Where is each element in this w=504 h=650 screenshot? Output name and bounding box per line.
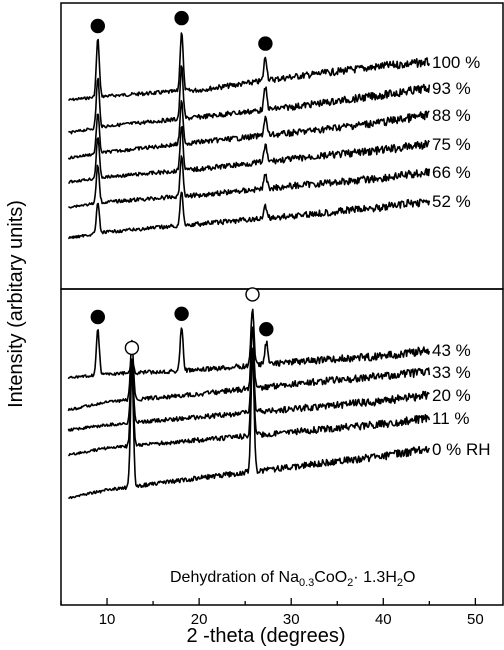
- x-tick-label: 30: [283, 611, 300, 628]
- filled-peak-marker: [174, 306, 189, 321]
- x-tick-label: 20: [191, 611, 208, 628]
- trace-top-5: [67, 191, 431, 240]
- series-label: 75 %: [432, 135, 471, 154]
- trace-bottom-1: [67, 326, 431, 412]
- trace-top-4: [67, 155, 431, 209]
- trace-bottom-0: [67, 308, 431, 380]
- traces-group: [67, 32, 431, 500]
- dehydration-annotation: Dehydration of Na0.3CoO2· 1.3H2O: [170, 569, 415, 589]
- filled-peak-marker: [174, 10, 189, 26]
- series-label: 66 %: [432, 163, 471, 182]
- trace-top-1: [68, 65, 431, 135]
- x-axis-label: 2 -theta (degrees): [187, 625, 346, 647]
- trace-bottom-4: [68, 348, 431, 500]
- bottom-panel-frame: [60, 288, 504, 606]
- series-label: 100 %: [432, 53, 480, 72]
- trace-bottom-2: [67, 347, 430, 432]
- open-peak-marker: [245, 287, 260, 302]
- series-label: 0 % RH: [432, 440, 491, 459]
- series-label: 11 %: [432, 409, 470, 428]
- series-label: 88 %: [432, 106, 471, 125]
- x-tick-label: 50: [467, 611, 484, 628]
- trace-top-0: [68, 32, 431, 102]
- filled-peak-marker: [90, 18, 106, 34]
- series-label: 93 %: [432, 79, 471, 98]
- series-label: 20 %: [432, 386, 471, 405]
- filled-peak-marker: [259, 322, 274, 337]
- series-labels-group: 100 % 93 % 88 % 75 % 66 % 52 % 43 % 33 % 20 % 11 …: [432, 53, 491, 459]
- filled-peak-marker: [90, 309, 106, 325]
- x-ticks-group: 10 20 30 40 50: [60, 598, 484, 628]
- series-label: 33 %: [432, 363, 471, 382]
- filled-peak-marker: [258, 36, 273, 51]
- y-axis-label: Intensity (arbitary units): [5, 200, 27, 408]
- x-tick-label: 10: [99, 611, 116, 628]
- peak-markers-group: [90, 10, 274, 356]
- trace-top-3: [68, 125, 431, 184]
- x-tick-label: 40: [375, 611, 392, 628]
- series-label: 43 %: [432, 341, 471, 360]
- trace-bottom-3: [67, 357, 431, 457]
- open-peak-marker: [124, 340, 140, 356]
- trace-top-2: [67, 100, 430, 160]
- series-label: 52 %: [432, 192, 471, 211]
